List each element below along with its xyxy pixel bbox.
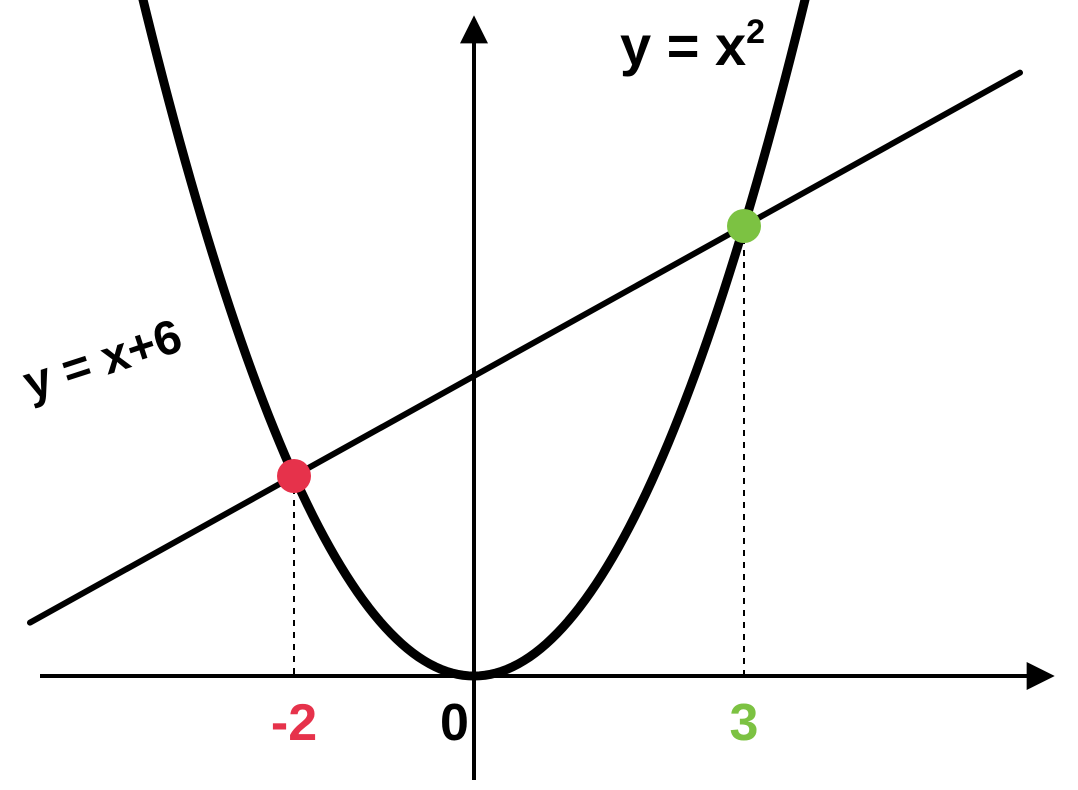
parabola-equation-label: y = x2 [620, 13, 765, 77]
line-equation-label: y = x+6 [17, 310, 188, 411]
x-tick-label-0: -2 [271, 694, 317, 752]
origin-label: 0 [440, 694, 469, 752]
x-tick-label-1: 3 [730, 694, 759, 752]
math-plot: 0 -2 3 y = x2 y = x+6 [0, 0, 1078, 790]
intersection-point-1 [727, 209, 761, 243]
intersection-point-0 [277, 459, 311, 493]
